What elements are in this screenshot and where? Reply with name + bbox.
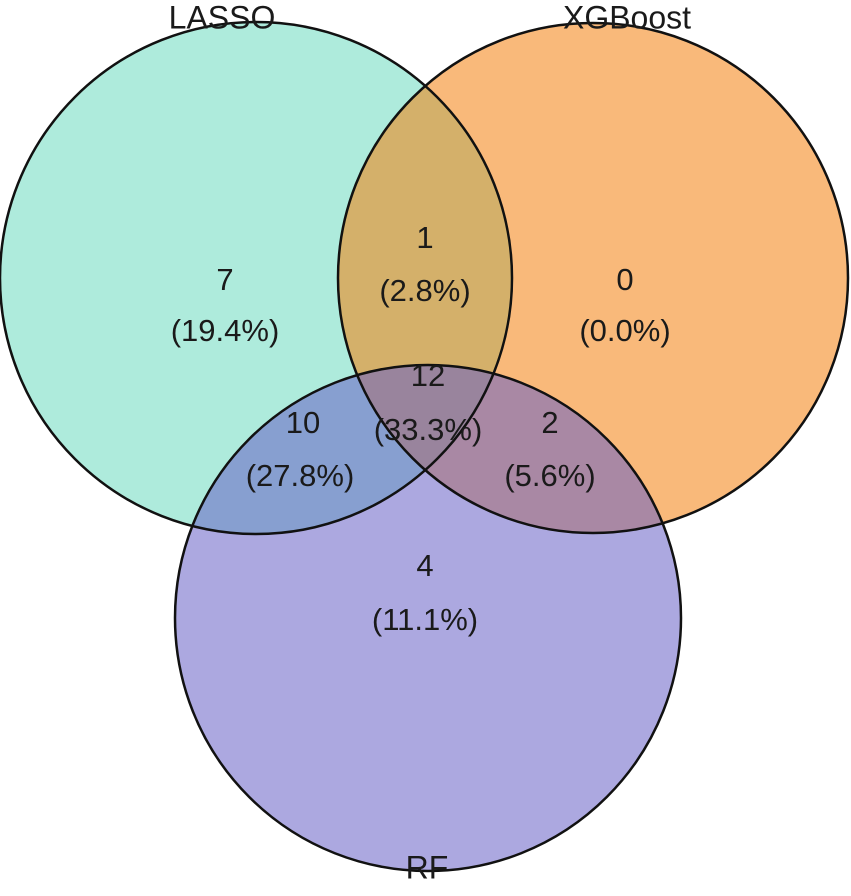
xgboost-circle (336, 21, 850, 535)
region-count: 7 (216, 262, 233, 297)
region-count: 10 (286, 405, 320, 440)
region-percent: (27.8%) (246, 458, 355, 493)
region-count: 0 (616, 262, 633, 297)
region-percent: (33.3%) (374, 412, 483, 447)
region-percent: (0.0%) (579, 313, 670, 348)
region-percent: (19.4%) (171, 313, 280, 348)
rf-circle (173, 363, 683, 873)
rf-circle-fill (175, 365, 681, 871)
lasso-circle (0, 20, 514, 536)
region-percent: (5.6%) (504, 458, 595, 493)
set-label: RF (406, 849, 449, 885)
set-label: LASSO (169, 0, 276, 35)
circles (0, 22, 848, 871)
set-label: XGBoost (563, 0, 691, 35)
region-count: 12 (411, 358, 445, 393)
region-count: 4 (416, 548, 433, 583)
region-count: 1 (416, 220, 433, 255)
region-count: 2 (541, 405, 558, 440)
region-percent: (11.1%) (372, 602, 478, 637)
region-percent: (2.8%) (379, 273, 470, 308)
circle-outlines (0, 20, 850, 873)
